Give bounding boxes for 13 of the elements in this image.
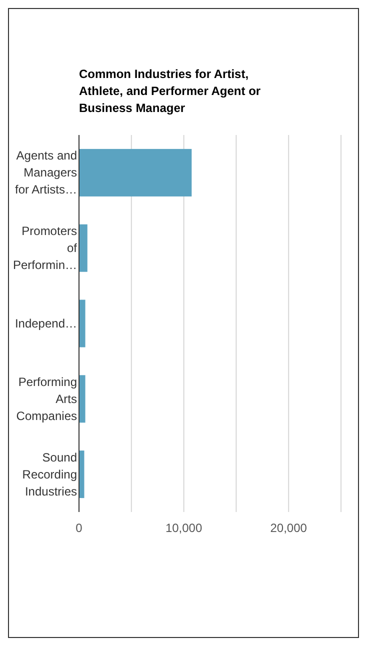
y-tick-label: Promoters of Performin… (12, 224, 78, 272)
bar (79, 375, 86, 423)
y-tick-label: Sound Recording Industries (22, 450, 77, 498)
x-tick-label: 0 (76, 521, 83, 535)
bar (79, 300, 86, 348)
y-tick-label: Agents and Managers for Artists… (14, 148, 77, 197)
bar (79, 224, 88, 272)
bar (79, 148, 192, 196)
x-tick-label: 20,000 (270, 521, 308, 535)
y-tick-label: Independ… (14, 316, 77, 330)
chart-title: Common Industries for Artist, Athlete, and Performer Agent or Business Manager (79, 67, 261, 115)
y-tick-label: Performing Arts Companies (16, 374, 77, 423)
x-tick-label: 10,000 (165, 521, 202, 535)
